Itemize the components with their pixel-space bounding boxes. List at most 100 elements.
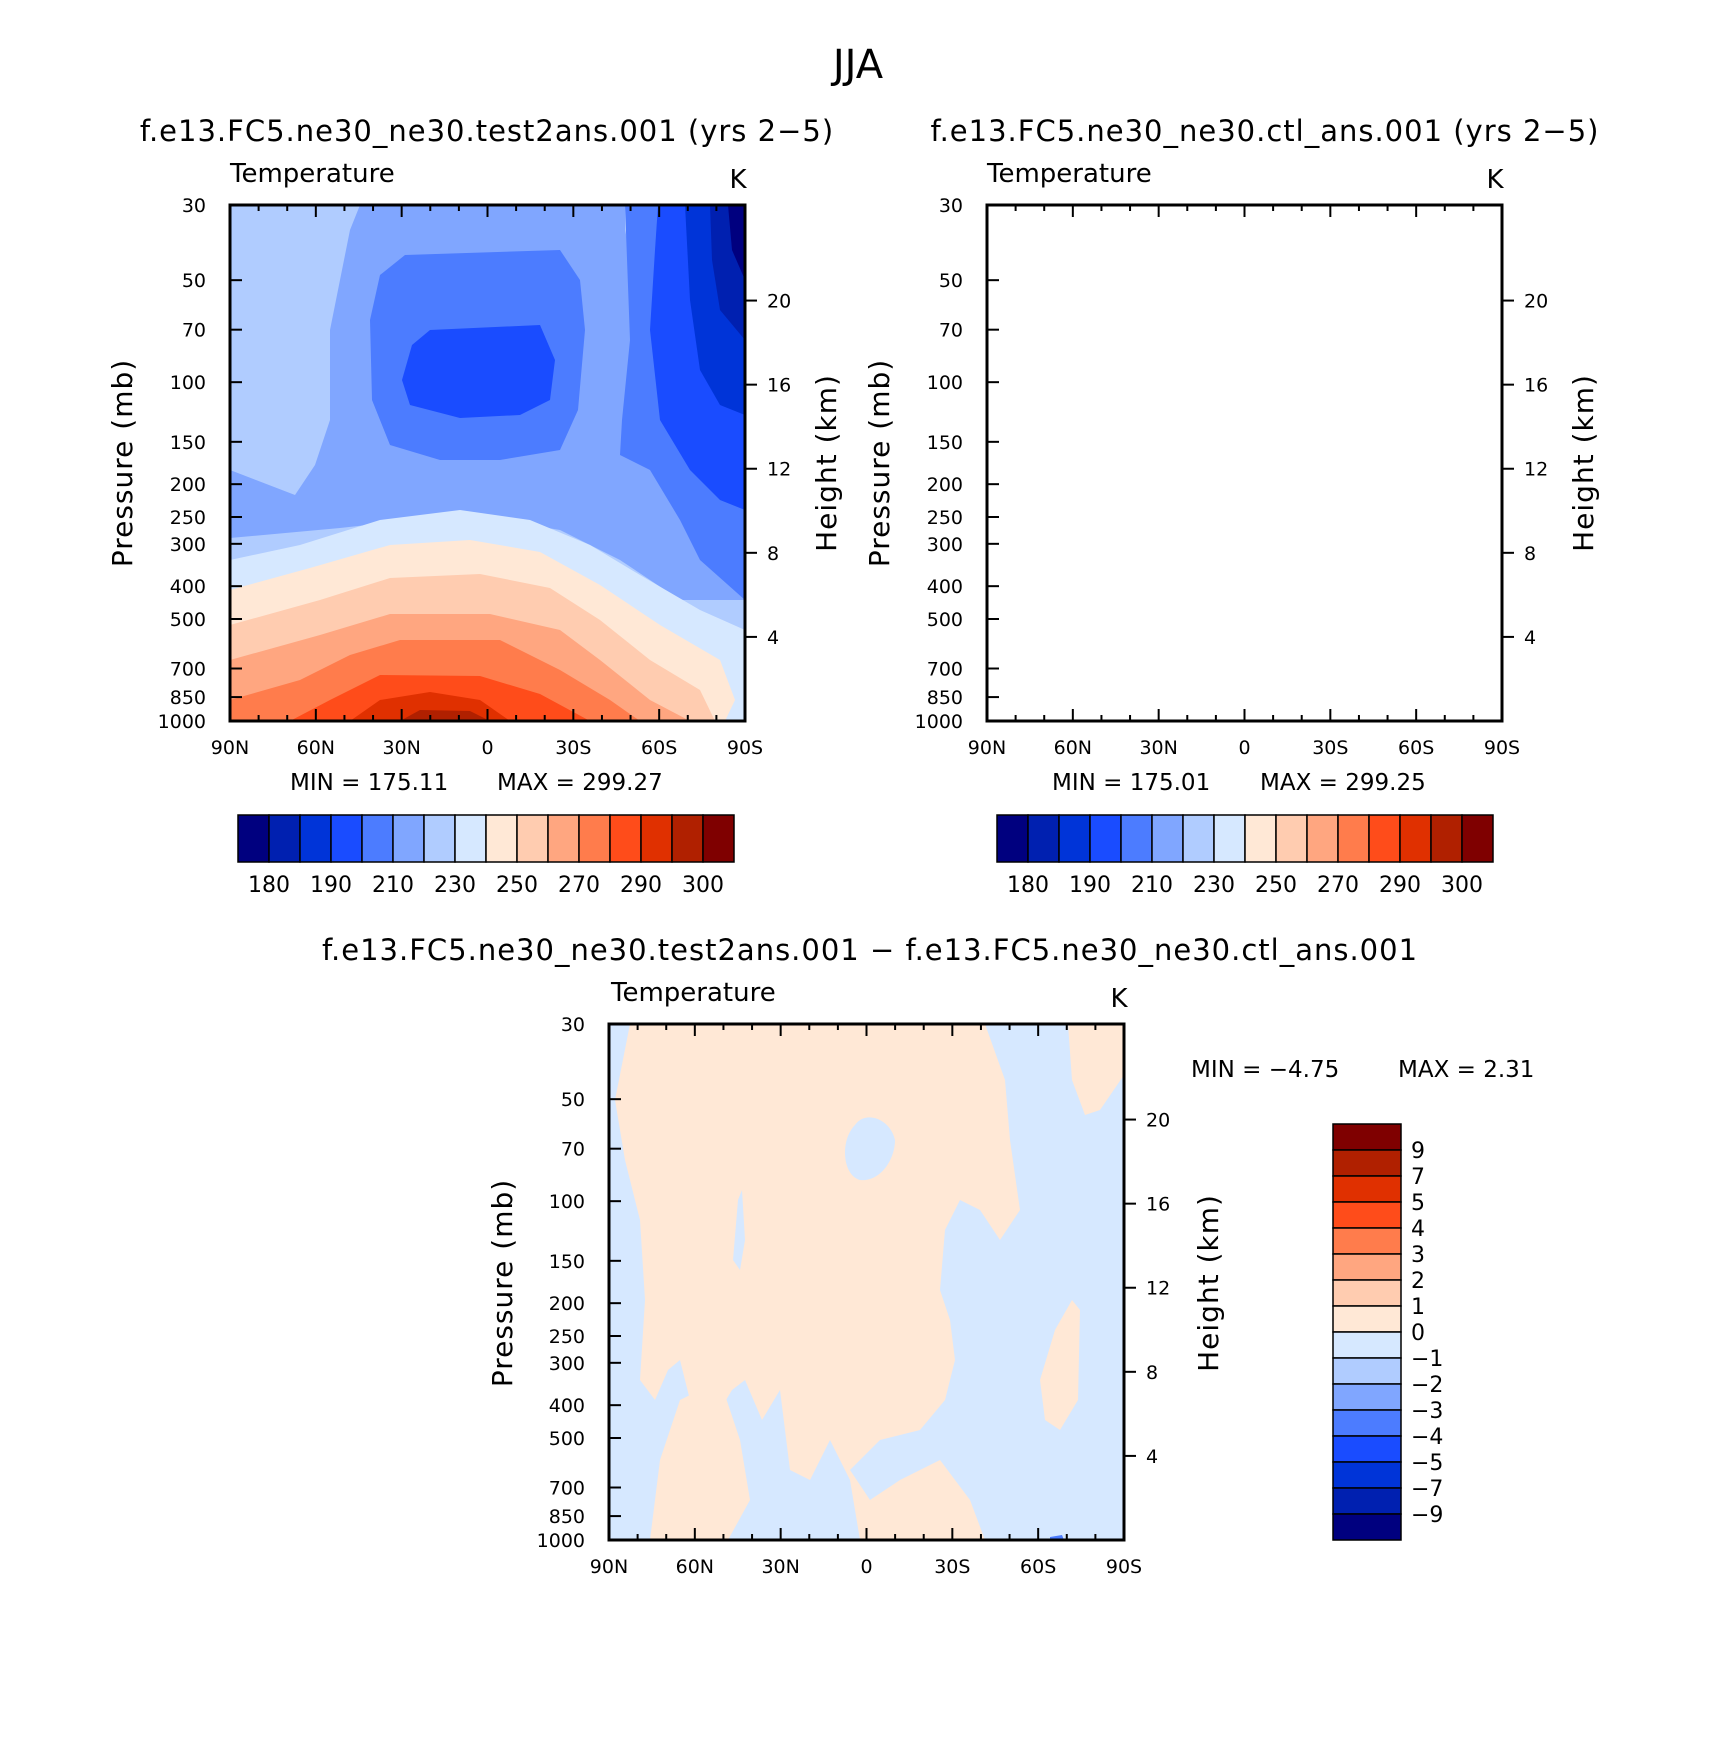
colorbar-swatch	[1275, 814, 1308, 863]
contour-band-diff-m1-0-west	[609, 1024, 860, 1540]
colorbar-label: 230	[1193, 873, 1235, 898]
contour-band-abs-175-south	[728, 205, 745, 280]
min-label-ctl: MIN = 175.01	[1052, 770, 1210, 796]
colorbar-swatch	[423, 814, 456, 863]
colorbar-swatch	[1306, 814, 1339, 863]
colorbar-swatch	[1244, 814, 1277, 863]
colorbar-swatch	[1399, 814, 1432, 863]
x-tick-label: 60N	[1054, 737, 1092, 759]
colorbar-label: −7	[1411, 1477, 1443, 1502]
colorbar-swatch	[1332, 1383, 1402, 1411]
contour-band-abs-260	[987, 574, 1472, 721]
colorbar-swatch	[330, 814, 363, 863]
contour-band-diff-m1-0-streak	[733, 1190, 745, 1270]
contour-band-abs-210-south	[1377, 205, 1502, 600]
y2-tick-label: 16	[1146, 1194, 1170, 1216]
contour-band-abs-top	[1157, 710, 1247, 721]
y-tick-label: 1000	[537, 1530, 585, 1552]
contour-band-abs-230	[987, 205, 1502, 721]
colorbar-swatch	[1120, 814, 1153, 863]
y-tick-label: 300	[927, 534, 963, 556]
colorbar-label: 300	[682, 873, 724, 898]
colorbar-label: 290	[1379, 873, 1421, 898]
colorbar-label: 290	[620, 873, 662, 898]
contour-band-abs-270	[987, 614, 1447, 721]
variable-label-ctl: Temperature	[986, 159, 1152, 189]
axes-test: 90N 60N 30N 0 30S 60S 90S 30 50 70 100 150 200 250 300…	[158, 195, 792, 759]
y2-tick-label: 4	[1524, 627, 1536, 649]
contour-band-abs-200	[402, 325, 555, 418]
y2-tick-label: 8	[767, 543, 779, 565]
colorbar-label: 3	[1411, 1243, 1425, 1268]
colorbar-label: 300	[1441, 873, 1483, 898]
y-tick-label: 700	[170, 659, 206, 681]
y2-axis-title-diff: Height (km)	[1192, 1194, 1225, 1372]
axes-ctl: 90N 60N 30N 0 30S 60S 90S 30 50 70 100 150 200 250 300…	[915, 195, 1549, 759]
x-tick-label: 60N	[297, 737, 335, 759]
min-label-test: MIN = 175.11	[290, 770, 448, 796]
colorbar-swatch	[1337, 814, 1370, 863]
colorbar-ctl: 180 190 210 230 250 270 290 300	[996, 814, 1494, 898]
colorbar-swatch	[1151, 814, 1184, 863]
y-axis-title-test: Pressure (mb)	[106, 359, 139, 567]
contour-band-abs-210	[1127, 250, 1342, 460]
contour-band-abs-175-south	[1485, 205, 1502, 280]
colorbar-swatch	[1332, 1279, 1402, 1307]
colorbar-swatch	[1332, 1123, 1402, 1151]
contour-band-diff-m1-0-bubble	[844, 1117, 895, 1181]
y-tick-label: 200	[170, 474, 206, 496]
x-tick-label: 60S	[1020, 1556, 1056, 1578]
y-tick-label: 100	[549, 1191, 585, 1213]
colorbar-swatch	[1213, 814, 1246, 863]
colorbar-swatch	[1332, 1331, 1402, 1359]
panel-title-diff: f.e13.FC5.ne30_ne30.test2ans.001 − f.e13…	[322, 933, 1418, 967]
x-tick-label: 0	[860, 1556, 872, 1578]
contour-band-abs-top	[400, 710, 490, 721]
axes-diff: 90N 60N 30N 0 30S 60S 90S 30 50 70 100 150 200 250 300…	[537, 1014, 1171, 1578]
colorbar-swatch	[1332, 1357, 1402, 1385]
colorbar-test: 180 190 210 230 250 270 290 300	[237, 814, 735, 898]
y-tick-label: 30	[561, 1014, 585, 1036]
colorbar-swatch	[1332, 1175, 1402, 1203]
y-tick-label: 1000	[158, 711, 206, 733]
contour-field-ctl	[987, 205, 1502, 721]
x-tick-label: 30S	[934, 1556, 970, 1578]
colorbar-swatch	[1332, 1253, 1402, 1281]
y2-tick-label: 20	[767, 291, 791, 313]
contour-band-abs-280	[987, 640, 1397, 721]
colorbar-label: 190	[310, 873, 352, 898]
y-tick-label: 300	[170, 534, 206, 556]
y2-tick-label: 12	[767, 459, 791, 481]
y-tick-label: 400	[927, 576, 963, 598]
x-tick-label: 90N	[968, 737, 1006, 759]
colorbar-swatch	[1089, 814, 1122, 863]
units-label-test: K	[729, 165, 747, 195]
y2-axis-title-ctl: Height (km)	[1567, 374, 1600, 552]
y-tick-label: 30	[939, 195, 963, 217]
colorbar-swatch	[1332, 1305, 1402, 1333]
y-tick-label: 500	[927, 609, 963, 631]
variable-label-diff: Temperature	[610, 978, 776, 1008]
y-tick-label: 150	[927, 432, 963, 454]
y-tick-label: 1000	[915, 711, 963, 733]
contour-band-diff-0-1-west-island	[650, 1380, 750, 1540]
colorbar-label: 210	[372, 873, 414, 898]
colorbar-swatch	[1332, 1201, 1402, 1229]
y2-tick-label: 20	[1146, 1110, 1170, 1132]
panel-title-ctl: f.e13.FC5.ne30_ne30.ctl_ans.001 (yrs 2−5…	[930, 114, 1599, 148]
contour-band-diff-0-1-east	[1068, 1024, 1124, 1115]
y-tick-label: 50	[939, 270, 963, 292]
colorbar-label: −3	[1411, 1399, 1443, 1424]
x-tick-label: 0	[1238, 737, 1250, 759]
colorbar-swatch	[578, 814, 611, 863]
variable-label-test: Temperature	[229, 159, 395, 189]
units-label-diff: K	[1110, 984, 1128, 1014]
y-tick-label: 500	[170, 609, 206, 631]
colorbar-swatch	[1368, 814, 1401, 863]
y-tick-label: 70	[561, 1139, 585, 1161]
y-tick-label: 300	[549, 1353, 585, 1375]
y-tick-label: 70	[939, 320, 963, 342]
colorbar-label: 180	[1007, 873, 1049, 898]
contour-band-diff-0-1-east-lower	[1040, 1300, 1080, 1430]
